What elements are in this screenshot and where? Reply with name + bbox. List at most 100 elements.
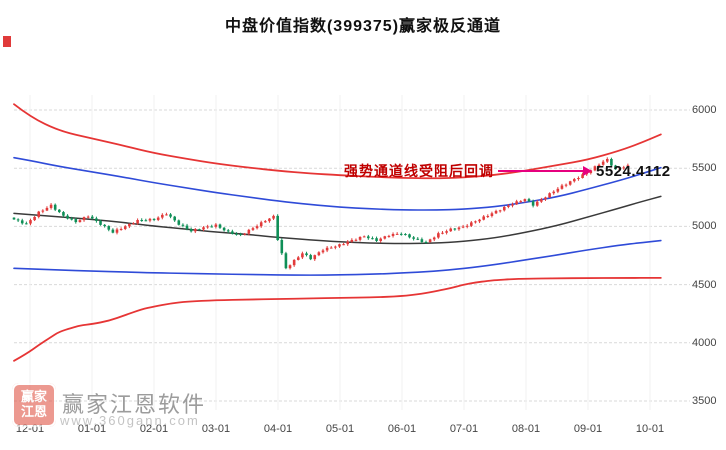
candle-body [367,236,370,239]
candle-body [556,188,560,192]
candle-body [408,234,411,238]
candle-body [107,226,111,230]
candle-body [614,165,617,170]
candle-body [193,229,197,232]
candle-body [626,165,630,168]
candle-body [206,226,209,228]
candle-body [214,224,218,227]
candle-body [272,215,275,219]
candle-body [144,220,148,222]
candle-body [173,216,176,221]
x-tick-label: 03-01 [201,423,231,435]
y-tick-label: 3500 [692,395,717,407]
x-tick-label: 02-01 [139,423,169,435]
candle-body [268,218,271,222]
candle-body [103,224,106,227]
candle-body [552,191,556,194]
x-tick-label: 01-01 [77,423,107,435]
candle-body [383,236,387,239]
y-tick-label: 6000 [692,104,717,116]
candle-body [198,229,201,231]
candle-body [334,246,337,248]
candle-body [251,228,255,230]
outer-bottom-channel-line [13,276,662,362]
candle-body [329,247,333,249]
candle-body [470,222,473,226]
annotation-price: 5524.4112 [596,162,671,180]
candle-body [119,228,123,230]
candle-body [86,216,90,218]
candle-body [309,255,312,260]
y-tick-label: 4000 [692,336,717,349]
candle-body [82,217,86,221]
candle-body [90,216,94,219]
candle-body [560,185,564,189]
candle-body [301,253,304,258]
watermark-logo-icon: 赢家 江恩 [12,383,56,427]
candle-body [115,229,119,233]
candle-body [589,170,593,174]
candle-body [371,238,374,240]
candle-body [226,230,230,232]
candle-body [346,241,350,245]
candle-body [148,218,152,221]
candle-body [601,161,605,165]
candle-body [494,210,498,214]
candle-body [259,222,263,227]
candle-body [461,226,465,228]
candle-body [449,228,453,232]
candle-body [222,227,226,231]
watermark-name: 赢家江恩软件 [62,392,207,417]
candle-body [453,228,457,230]
candle-body [62,212,65,216]
candle-body [465,225,469,227]
candle-body [305,253,308,256]
candle-body [49,204,53,208]
candle-body [548,193,551,198]
candle-body [597,164,601,167]
candle-body [581,174,584,178]
x-tick-label: 04-01 [263,423,293,435]
candle-body [507,205,510,207]
candle-body [239,234,242,236]
candle-body [189,229,193,232]
candle-body [325,247,329,251]
candle-body [568,181,572,185]
candle-body [404,234,407,236]
candle-body [432,237,436,240]
candle-body [25,223,28,225]
candle-body [78,220,82,223]
candle-body [399,233,403,235]
candle-body [412,237,415,239]
y-tick-label: 5000 [692,220,717,233]
candle-body [284,253,288,269]
candle-body [564,184,568,186]
candle-body [391,234,395,236]
inner-bottom-channel-line [13,239,662,276]
candle-body [53,204,57,210]
candle-body [169,214,172,217]
candle-body [70,218,73,220]
candle-body [288,265,292,269]
candle-body [416,238,420,240]
candle-body [457,227,461,230]
candle-body [247,229,251,234]
candle-body [577,177,580,180]
candle-body [490,213,494,216]
candle-body [136,220,139,224]
candle-body [132,223,135,225]
candle-body [428,239,432,243]
candle-body [313,255,317,260]
x-tick-label: 06-01 [387,423,417,435]
corner-marker [3,36,11,47]
candle-body [255,226,259,229]
candle-body [243,233,247,235]
candle-body [420,239,424,242]
candle-body [280,240,284,254]
candle-body [123,226,127,229]
annotation-arrow-icon [498,166,592,176]
y-tick-label: 5500 [692,162,717,175]
x-tick-label: 09-01 [573,423,603,435]
